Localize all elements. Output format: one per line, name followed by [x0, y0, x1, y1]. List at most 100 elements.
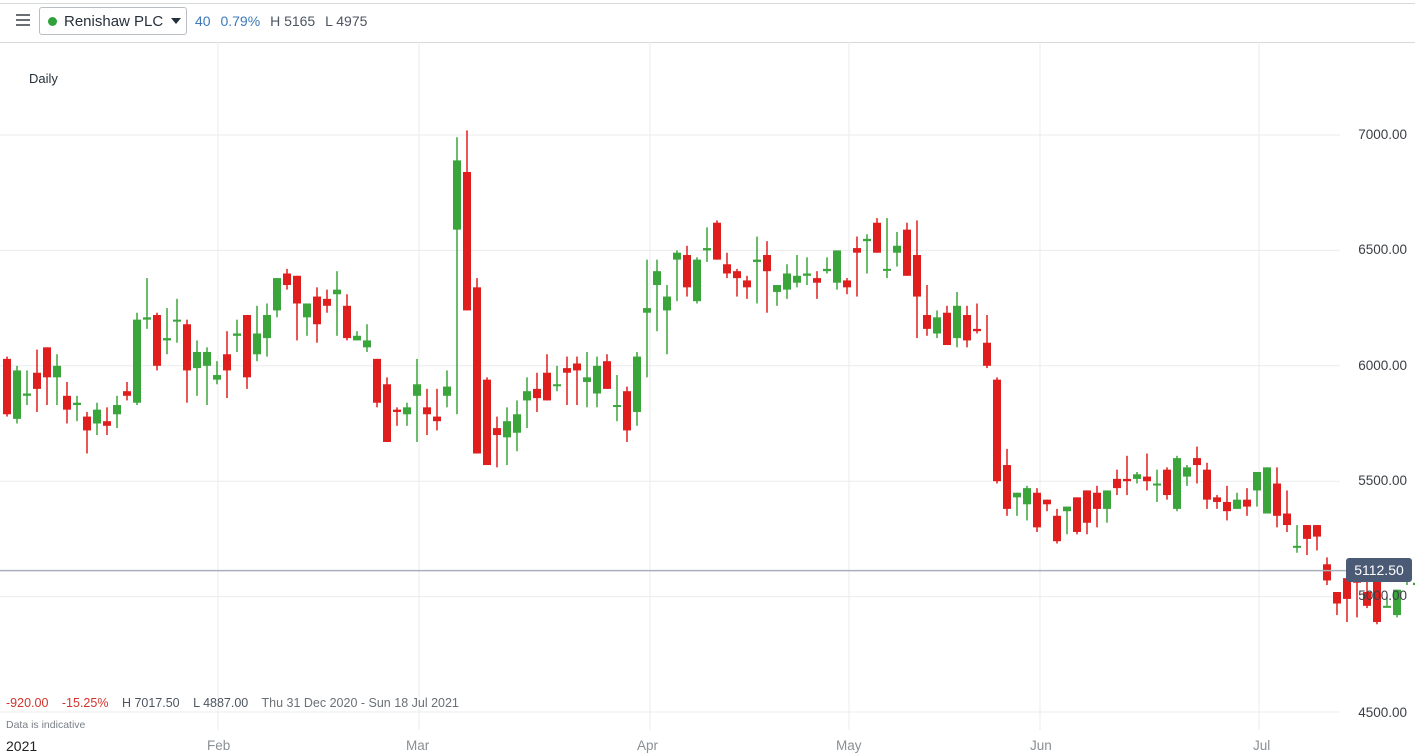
candle-up: [793, 275, 801, 283]
period-stats: -920.00 -15.25% H 7017.50 L 4887.00 Thu …: [6, 696, 459, 710]
candle-up: [1293, 545, 1301, 548]
candle-down: [563, 368, 571, 373]
candle-down: [463, 171, 471, 311]
candle-down: [813, 278, 821, 283]
candle-down: [103, 421, 111, 426]
candle-up: [893, 245, 901, 253]
hamburger-menu-icon[interactable]: [14, 11, 34, 29]
candle-up: [303, 303, 311, 318]
candle-up: [523, 391, 531, 401]
candle-down: [743, 280, 751, 288]
candle-up: [1183, 467, 1191, 477]
candle-down: [1363, 591, 1371, 606]
candle-down: [1083, 490, 1091, 523]
candle-down: [1003, 465, 1011, 509]
candle-down: [973, 328, 981, 332]
candle-down: [683, 255, 691, 288]
candle-up: [163, 338, 171, 341]
price-change: 40: [195, 13, 211, 29]
x-axis-label-year: 2021: [6, 738, 38, 754]
y-axis-label: 5000.00: [1358, 588, 1407, 603]
candle-up: [1253, 471, 1261, 491]
candle-down: [393, 409, 401, 412]
candle-down: [923, 315, 931, 329]
candle-up: [273, 278, 281, 311]
candle-down: [243, 315, 251, 378]
candle-down: [533, 388, 541, 399]
candle-down: [1303, 525, 1311, 539]
candle-up: [413, 384, 421, 396]
candle-down: [843, 280, 851, 288]
y-axis-label: 7000.00: [1358, 127, 1407, 142]
instrument-selector[interactable]: Renishaw PLC: [39, 7, 187, 35]
period-change: -920.00: [6, 696, 49, 710]
candle-up: [1063, 506, 1071, 512]
candle-down: [343, 305, 351, 339]
candle-down: [603, 361, 611, 389]
candle-up: [23, 393, 31, 396]
candle-up: [773, 285, 781, 292]
candle-up: [333, 289, 341, 295]
candle-down: [33, 372, 41, 389]
candle-up: [503, 421, 511, 438]
current-price-tag: 5112.50: [1346, 558, 1412, 582]
candle-down: [223, 354, 231, 371]
candle-up: [1023, 488, 1031, 505]
candle-up: [783, 273, 791, 290]
candle-down: [1223, 501, 1231, 512]
candle-up: [1103, 490, 1111, 509]
candle-up: [883, 268, 891, 271]
candle-up: [823, 268, 831, 272]
candle-down: [983, 342, 991, 366]
candle-down: [63, 395, 71, 410]
candle-up: [403, 407, 411, 415]
candle-down: [713, 222, 721, 260]
candle-down: [993, 379, 1001, 482]
x-axis-label: Apr: [637, 738, 659, 753]
candle-down: [733, 271, 741, 279]
candle-down: [723, 264, 731, 274]
candle-up: [643, 308, 651, 313]
candle-up: [653, 271, 661, 286]
candle-down: [483, 379, 491, 466]
candle-down: [283, 273, 291, 286]
candle-up: [193, 351, 201, 369]
candle-down: [1283, 513, 1291, 526]
candle-down: [903, 229, 911, 276]
x-axis-label: Mar: [406, 738, 430, 753]
candle-up: [443, 386, 451, 396]
candle-up: [233, 333, 241, 336]
candle-up: [113, 405, 121, 415]
candle-up: [53, 365, 61, 378]
candle-up: [753, 259, 761, 262]
candle-up: [73, 402, 81, 406]
x-axis-label: Jun: [1030, 738, 1052, 753]
candle-down: [323, 298, 331, 306]
candle-up: [953, 305, 961, 339]
candle-up: [203, 351, 211, 366]
candle-down: [1123, 478, 1131, 482]
candle-down: [433, 416, 441, 422]
candle-up: [633, 356, 641, 412]
candle-down: [1273, 483, 1281, 516]
candle-up: [833, 250, 841, 283]
candle-up: [1013, 492, 1021, 498]
candle-down: [123, 391, 131, 396]
candle-down: [853, 248, 861, 253]
candle-down: [373, 358, 381, 403]
candle-down: [43, 347, 51, 378]
candle-up: [143, 317, 151, 320]
candle-up: [933, 317, 941, 334]
candle-up: [1393, 589, 1401, 616]
candle-down: [943, 312, 951, 346]
price-change-pct: 0.79%: [220, 13, 261, 29]
candle-up: [453, 160, 461, 230]
y-axis-label: 6000.00: [1358, 358, 1407, 373]
candle-up: [613, 405, 621, 408]
candle-up: [133, 319, 141, 403]
candle-up: [1133, 474, 1141, 479]
y-axis-label: 5500.00: [1358, 473, 1407, 488]
candle-down: [1203, 469, 1211, 500]
candle-down: [763, 255, 771, 272]
